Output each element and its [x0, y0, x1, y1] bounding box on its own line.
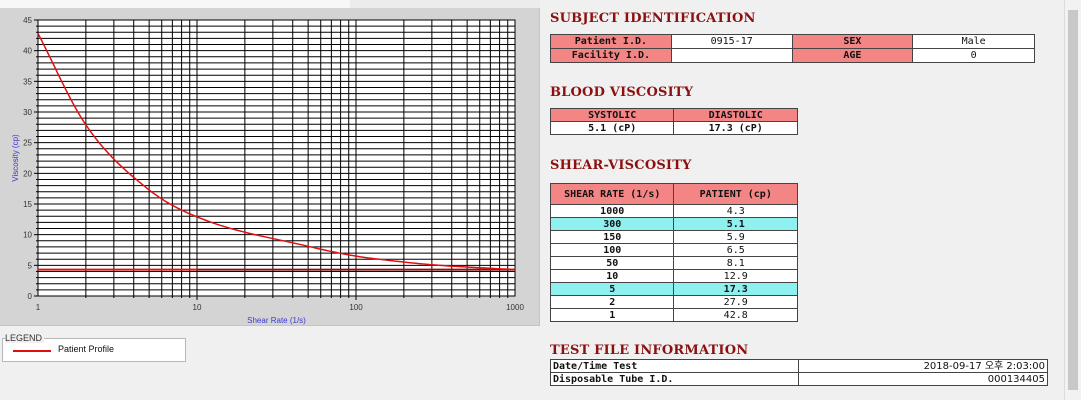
- shear-rate-cell: 5: [549, 282, 675, 296]
- age-value: 0: [912, 48, 1035, 63]
- y-tick-label: 10: [23, 231, 32, 240]
- tube-id-value: 000134405: [797, 372, 1048, 386]
- shear-rate-cell: 2: [549, 295, 675, 309]
- viscosity-chart: 0 5 10 15 20 25 30 35 40 45 1 10 100 1000 Shear Rate (…: [11, 16, 524, 325]
- facility-id-value: [670, 48, 793, 63]
- table-row: 100 6.5: [549, 243, 798, 257]
- legend-swatch: [13, 350, 51, 352]
- patient-value-cell: 8.1: [673, 256, 798, 270]
- patient-value-cell: 42.8: [673, 308, 798, 322]
- systolic-value: 5.1 (cP): [549, 121, 675, 135]
- x-tick-label: 10: [193, 303, 202, 312]
- top-strip: [0, 0, 1081, 8]
- shear-rate-cell: 50: [549, 256, 675, 270]
- shear-viscosity-title: SHEAR-VISCOSITY: [550, 158, 692, 173]
- legend: LEGEND Patient Profile: [2, 333, 186, 362]
- y-tick-label: 35: [23, 77, 32, 86]
- patient-id-label: Patient I.D.: [550, 34, 672, 49]
- x-tick-label: 1: [36, 303, 41, 312]
- patient-value-cell: 12.9: [673, 269, 798, 283]
- shear-rate-cell: 100: [549, 243, 675, 257]
- scrollbar-thumb[interactable]: [1068, 10, 1078, 390]
- tube-id-label: Disposable Tube I.D.: [550, 372, 799, 386]
- legend-title: LEGEND: [5, 333, 45, 343]
- vertical-scrollbar[interactable]: [1064, 0, 1081, 400]
- test-file-information-title: TEST FILE INFORMATION: [550, 343, 749, 358]
- systolic-label: SYSTOLIC: [549, 108, 675, 122]
- table-row: 300 5.1: [549, 217, 798, 231]
- y-tick-label: 25: [23, 139, 32, 148]
- chart-panel: 0 5 10 15 20 25 30 35 40 45 1 10 100 1000 Shear Rate (…: [0, 8, 540, 326]
- shear-rate-cell: 150: [549, 230, 675, 244]
- shear-rate-cell: 10: [549, 269, 675, 283]
- table-row: 5 17.3: [549, 282, 798, 296]
- y-tick-label: 40: [23, 47, 32, 56]
- table-row: 50 8.1: [549, 256, 798, 270]
- facility-id-label: Facility I.D.: [550, 48, 672, 63]
- sex-value: Male: [912, 34, 1035, 49]
- diastolic-label: DIASTOLIC: [673, 108, 798, 122]
- x-tick-label: 1000: [506, 303, 524, 312]
- table-row: 2 27.9: [549, 295, 798, 309]
- y-tick-label: 45: [23, 16, 32, 25]
- patient-value-cell: 5.1: [673, 217, 798, 231]
- date-time-label: Date/Time Test: [550, 359, 799, 373]
- patient-value-cell: 17.3: [673, 282, 798, 296]
- patient-value-cell: 6.5: [673, 243, 798, 257]
- y-tick-label: 30: [23, 108, 32, 117]
- blood-viscosity-title: BLOOD VISCOSITY: [550, 85, 694, 100]
- sex-label: SEX: [791, 34, 914, 49]
- y-tick-label: 20: [23, 169, 32, 178]
- y-tick-label: 0: [28, 292, 33, 301]
- patient-profile-line: [37, 33, 516, 271]
- table-row: 10 12.9: [549, 269, 798, 283]
- y-tick-label: 15: [23, 200, 32, 209]
- shear-viscosity-table: SHEAR RATE (1/s) PATIENT (cp) 1000 4.3 30…: [549, 183, 798, 322]
- legend-label: Patient Profile: [58, 344, 115, 354]
- table-row: 1 42.8: [549, 308, 798, 322]
- test-file-table: Date/Time Test 2018-09-17 오후 2:03:00 Dis…: [550, 359, 1048, 386]
- subject-table: Patient I.D. 0915-17 SEX Male Facility I…: [550, 34, 1035, 63]
- shear-rate-cell: 300: [549, 217, 675, 231]
- patient-value-cell: 27.9: [673, 295, 798, 309]
- shear-rate-cell: 1000: [549, 204, 675, 218]
- diastolic-value: 17.3 (cP): [673, 121, 798, 135]
- y-tick-label: 5: [28, 261, 33, 270]
- age-label: AGE: [791, 48, 914, 63]
- patient-value-cell: 4.3: [673, 204, 798, 218]
- table-row: 150 5.9: [549, 230, 798, 244]
- y-axis-title: Viscosity (cp): [11, 134, 20, 182]
- top-strip-segment: [0, 0, 350, 8]
- patient-value-cell: 5.9: [673, 230, 798, 244]
- table-row: 1000 4.3: [549, 204, 798, 218]
- blood-viscosity-table: SYSTOLIC DIASTOLIC 5.1 (cP) 17.3 (cP): [549, 108, 798, 135]
- patient-header: PATIENT (cp): [673, 183, 798, 205]
- plot-area: [37, 19, 516, 297]
- top-strip-segment: [350, 0, 540, 8]
- shear-rate-header: SHEAR RATE (1/s): [549, 183, 675, 205]
- patient-id-value: 0915-17: [670, 34, 793, 49]
- shear-rate-cell: 1: [549, 308, 675, 322]
- subject-identification-title: SUBJECT IDENTIFICATION: [550, 11, 756, 26]
- x-tick-label: 100: [349, 303, 363, 312]
- date-time-value: 2018-09-17 오후 2:03:00: [797, 359, 1048, 373]
- x-axis-title: Shear Rate (1/s): [247, 316, 306, 325]
